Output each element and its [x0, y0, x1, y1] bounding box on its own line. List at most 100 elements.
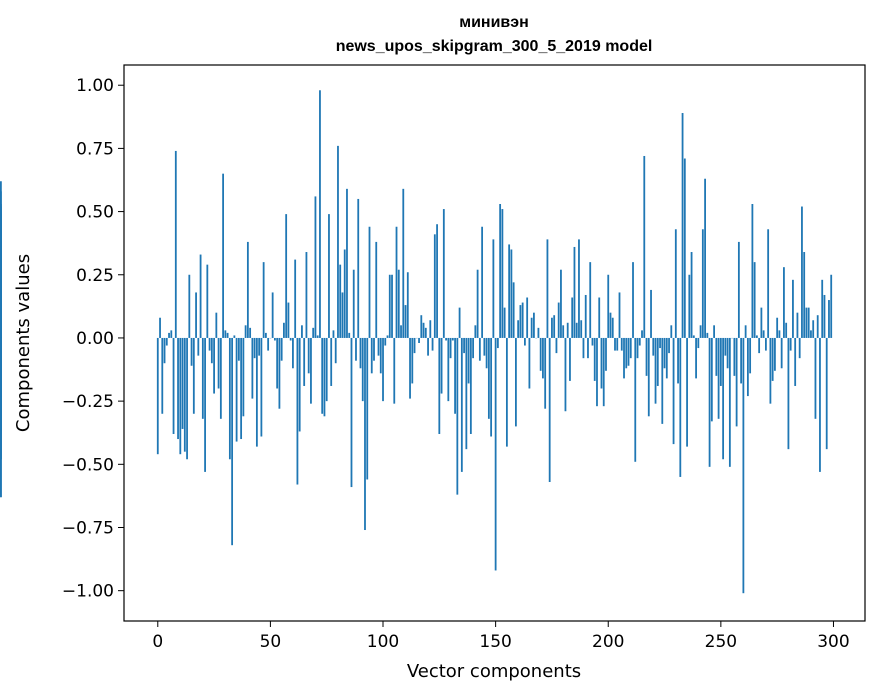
bar-188: [580, 320, 583, 338]
x-tick-label: 300: [817, 632, 849, 652]
bar-120: [427, 337, 429, 356]
bar-18: [197, 337, 200, 356]
bar-87: [352, 269, 355, 338]
bar-186: [575, 322, 578, 338]
bar-6: [170, 330, 173, 338]
chart-subtitle: news_upos_skipgram_300_5_2019 model: [336, 38, 653, 55]
bar-17: [195, 292, 197, 338]
bar-undefined: [0, 337, 2, 397]
bar-222: [656, 337, 659, 386]
bar-240: [697, 337, 700, 349]
y-axis-ticks: −1.00 −0.75 −0.50 −0.25 0.00 0.25 0.50 0.75 1.00: [62, 76, 124, 602]
bar-242: [701, 229, 704, 338]
bar-46: [260, 337, 263, 437]
bar-118: [422, 322, 425, 338]
bar-76: [328, 214, 330, 338]
bar-185: [573, 246, 576, 338]
bar-147: [487, 337, 490, 419]
bar-143: [478, 337, 481, 361]
bar-19: [199, 254, 202, 338]
bar-125: [438, 337, 441, 434]
bar-202: [611, 317, 614, 338]
bar-192: [589, 262, 592, 338]
bar-117: [420, 315, 423, 338]
bar-83: [343, 249, 346, 338]
bar-30: [224, 330, 227, 338]
bar-152: [499, 204, 502, 338]
bar-189: [582, 337, 585, 359]
bar-127: [442, 209, 445, 338]
bar-26: [215, 312, 218, 338]
bar-93: [366, 337, 369, 480]
bar-13: [186, 337, 188, 460]
bar-91: [361, 337, 364, 402]
bar-86: [350, 337, 353, 488]
bar-246: [710, 337, 713, 422]
bar-226: [665, 337, 668, 379]
bar-219: [650, 289, 652, 338]
bar-78: [332, 330, 335, 338]
bar-107: [397, 269, 400, 338]
bar-28: [219, 337, 222, 419]
bar-237: [690, 252, 693, 338]
bar-60: [292, 337, 294, 369]
bar-153: [501, 209, 504, 338]
bar-56: [283, 322, 285, 338]
bar-100: [382, 337, 384, 402]
bar-262: [746, 337, 749, 397]
bar-204: [616, 337, 619, 351]
bar-161: [519, 305, 522, 338]
bar-269: [762, 330, 765, 338]
bar-277: [780, 337, 783, 369]
bar-65: [303, 337, 306, 386]
bar-167: [533, 312, 535, 338]
bar-224: [661, 337, 664, 424]
bar-239: [695, 337, 697, 379]
bar-49: [267, 337, 270, 351]
bar-106: [395, 226, 398, 338]
bar-134: [458, 307, 461, 338]
bar-54: [278, 337, 281, 409]
bar-209: [627, 337, 630, 366]
y-tick-label: 0.00: [76, 329, 114, 349]
bar-174: [548, 337, 551, 482]
bar-132: [454, 337, 456, 414]
bar-57: [285, 214, 288, 338]
y-tick-label: 0.25: [76, 266, 114, 286]
bar-8: [174, 150, 177, 338]
bar-299: [830, 274, 833, 338]
bar-141: [474, 325, 477, 338]
bar-250: [719, 337, 722, 386]
bar-177: [555, 337, 558, 354]
bar-201: [609, 312, 612, 338]
bar-103: [388, 274, 391, 338]
bar-183: [569, 337, 571, 381]
bar-273: [771, 337, 774, 381]
bar-293: [816, 315, 819, 338]
bar-41: [249, 327, 252, 338]
bar-195: [596, 337, 598, 407]
x-tick-label: 200: [592, 632, 624, 652]
bar-158: [512, 282, 515, 338]
bar-248: [715, 337, 718, 376]
bar-279: [785, 322, 788, 338]
bar-109: [402, 188, 405, 338]
bar-241: [699, 325, 702, 338]
bar-194: [593, 337, 596, 381]
bar-146: [485, 337, 488, 369]
bar-182: [566, 322, 569, 338]
bar-200: [607, 274, 610, 338]
bar-287: [803, 252, 806, 338]
bar-140: [472, 337, 474, 359]
bar-181: [564, 337, 567, 412]
bar-142: [476, 269, 479, 338]
y-tick-label: 0.75: [76, 139, 114, 159]
bar-256: [733, 337, 736, 376]
bar-254: [728, 337, 731, 467]
bar-247: [713, 325, 715, 338]
x-tick-label: 0: [152, 632, 163, 652]
bar-10: [179, 337, 182, 455]
bar-268: [760, 307, 763, 338]
bar-104: [391, 274, 393, 338]
bar-51: [271, 292, 274, 338]
